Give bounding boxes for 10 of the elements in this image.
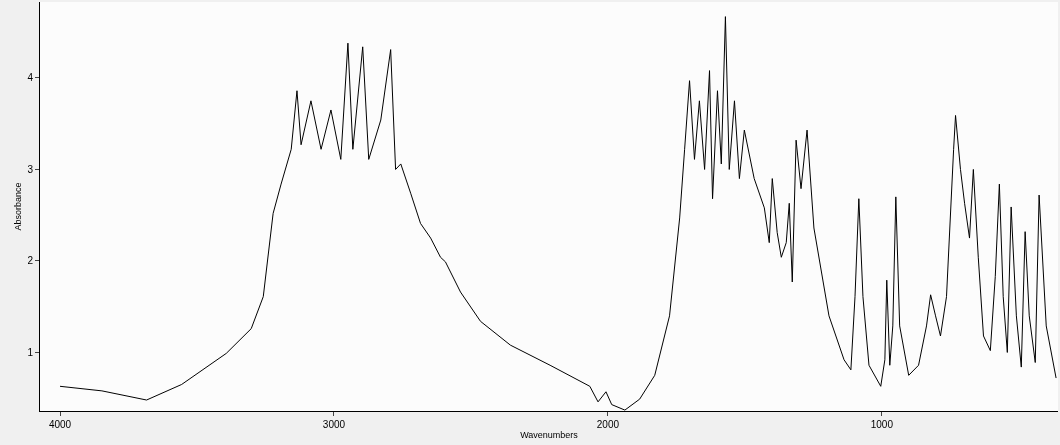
y-tick-label: 3 xyxy=(27,163,34,175)
x-tick-label: 3000 xyxy=(322,419,346,430)
y-tick-label: 1 xyxy=(27,346,34,358)
y-tick-label: 2 xyxy=(27,255,34,267)
x-tick-label: 4000 xyxy=(48,419,72,430)
x-axis-title: Wavenumbers xyxy=(520,429,579,440)
x-tick-label: 1000 xyxy=(870,419,894,430)
y-tick-label: 4 xyxy=(27,72,34,84)
y-axis-title: Absorbance xyxy=(12,182,23,231)
x-tick-label: 2000 xyxy=(596,419,620,430)
